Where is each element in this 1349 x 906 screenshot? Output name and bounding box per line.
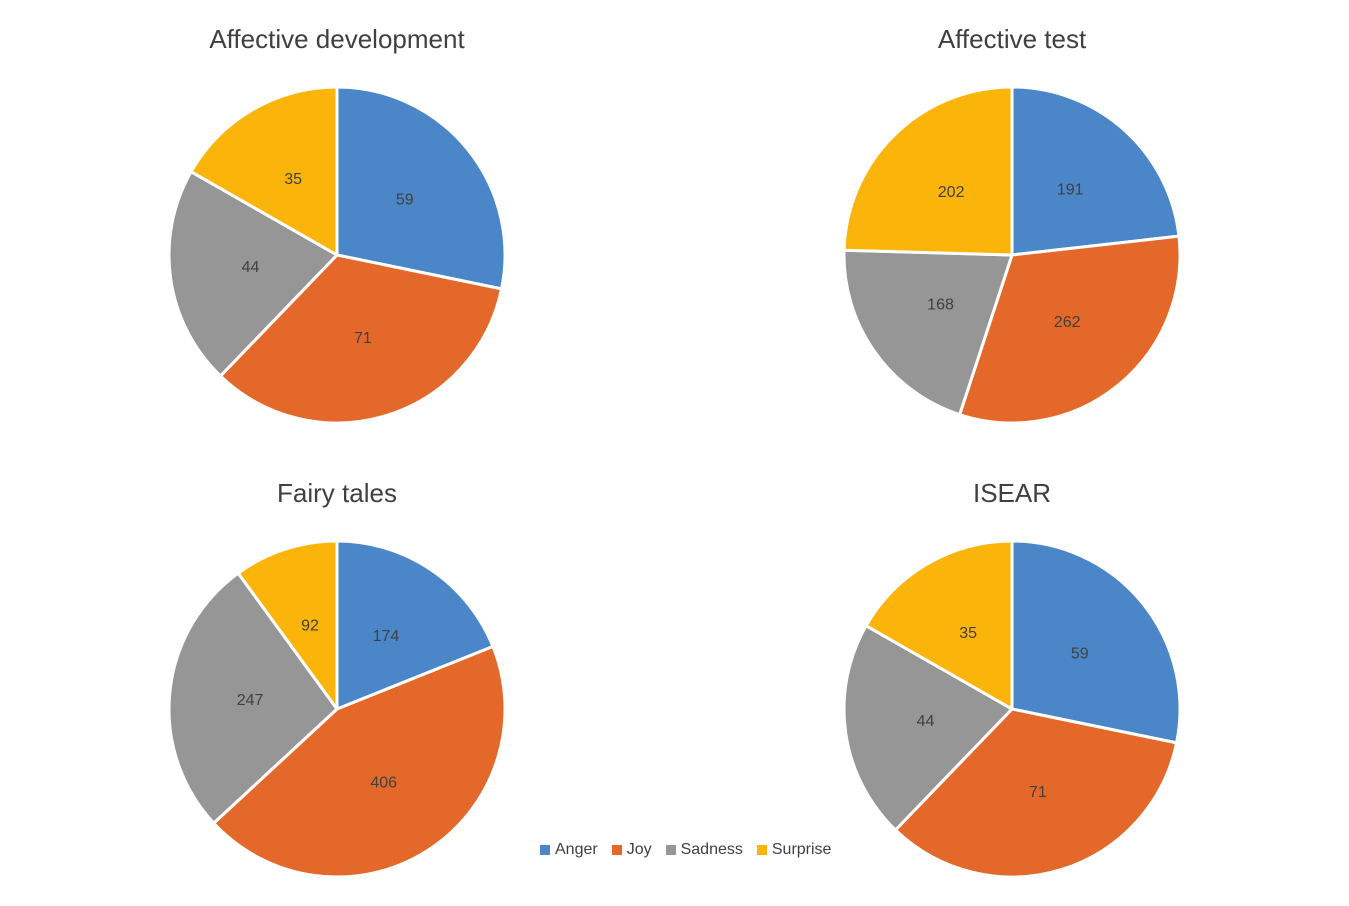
- chart-title-affective-development: Affective development: [209, 24, 465, 54]
- data-label-surprise: 202: [938, 184, 965, 201]
- pie-slice-anger: [335, 539, 495, 711]
- legend-item-joy: Joy: [611, 841, 652, 859]
- data-label-surprise: 92: [301, 617, 319, 634]
- pie-slice-anger: [1010, 85, 1181, 257]
- legend-item-anger: Anger: [540, 841, 598, 859]
- pie-slice-joy: [893, 707, 1179, 879]
- data-label-surprise: 35: [959, 625, 977, 642]
- pie-slice-anger: [1010, 539, 1182, 745]
- data-label-sadness: 168: [927, 297, 954, 314]
- pie-slice-surprise: [842, 85, 1014, 257]
- data-label-joy: 71: [354, 330, 372, 347]
- pie-slice-sadness: [842, 248, 1014, 417]
- data-label-anger: 59: [396, 191, 414, 208]
- pie-chart-isear: 59 71 44 35: [842, 539, 1182, 879]
- legend-label-surprise: Surprise: [771, 841, 832, 858]
- legend-label-sadness: Sadness: [680, 841, 743, 858]
- data-label-anger: 174: [373, 628, 400, 645]
- legend-item-surprise: Surprise: [756, 841, 832, 859]
- pie-chart-fairy-tales: 174 406 247 92: [167, 539, 507, 879]
- legend-label-anger: Anger: [555, 841, 598, 858]
- chart-title-isear: ISEAR: [972, 478, 1052, 508]
- legend-label-joy: Joy: [626, 841, 652, 858]
- legend-swatch-surprise: [756, 845, 767, 855]
- legend-swatch-anger: [540, 845, 550, 855]
- pie-slice-joy: [218, 253, 504, 425]
- data-label-sadness: 44: [917, 713, 935, 730]
- data-label-joy: 262: [1054, 314, 1081, 331]
- pie-slice-anger: [335, 85, 507, 291]
- legend: Anger Joy Sadness Surprise: [540, 841, 845, 859]
- pie-chart-affective-development: 59 71 44 35: [167, 85, 507, 425]
- data-label-joy: 71: [1029, 784, 1047, 801]
- legend-swatch-sadness: [665, 845, 676, 855]
- data-label-anger: 59: [1071, 645, 1089, 662]
- pie-slice-sadness: [167, 170, 339, 378]
- pie-slice-joy: [212, 645, 507, 879]
- data-label-joy: 406: [370, 774, 397, 791]
- data-label-sadness: 247: [237, 692, 264, 709]
- chart-title-fairy-tales: Fairy tales: [277, 478, 397, 508]
- chart-title-affective-test: Affective test: [937, 24, 1087, 54]
- pie-slice-sadness: [167, 571, 339, 825]
- pie-slice-sadness: [842, 624, 1014, 832]
- pie-slice-surprise: [189, 85, 339, 257]
- pie-slice-joy: [958, 234, 1182, 425]
- data-label-anger: 191: [1057, 181, 1084, 198]
- data-label-surprise: 35: [284, 171, 302, 188]
- pie-slice-surprise: [864, 539, 1014, 711]
- data-label-sadness: 44: [242, 259, 260, 276]
- legend-swatch-joy: [611, 845, 622, 855]
- pie-slice-surprise: [236, 539, 339, 711]
- pie-chart-affective-test: 191 262 168 202: [842, 85, 1182, 425]
- legend-item-sadness: Sadness: [665, 841, 743, 859]
